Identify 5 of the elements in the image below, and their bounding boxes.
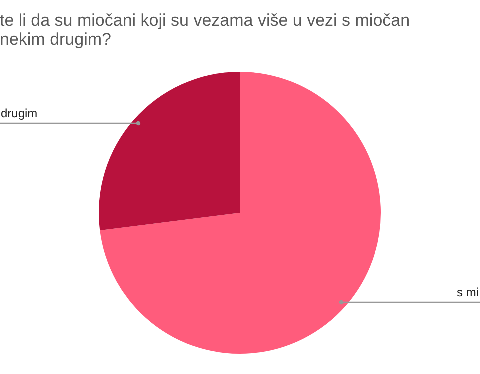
slice-label: s mi — [457, 286, 479, 300]
pie-slice — [99, 72, 240, 231]
pie-slice — [100, 72, 381, 354]
slice-label: drugim — [1, 106, 38, 120]
chart-title: te li da su miočani koji su vezama više u vezi s miočan nekim drugim? — [0, 11, 410, 49]
